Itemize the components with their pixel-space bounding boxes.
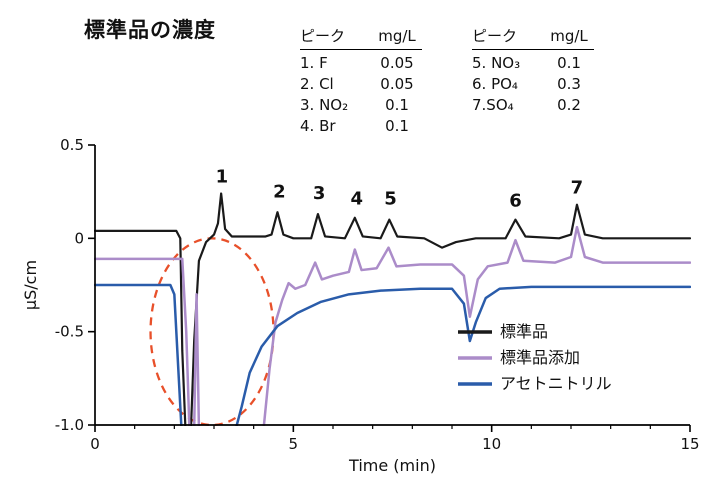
- table-row: 5. NO₃ 0.1: [472, 53, 594, 74]
- x-tick-label: 0: [90, 435, 100, 453]
- table-header-row: ピーク mg/L: [472, 26, 594, 50]
- peak-conc: 0.1: [385, 117, 409, 135]
- table-header-row: ピーク mg/L: [300, 26, 422, 50]
- table-header-mgl: mg/L: [378, 27, 416, 45]
- y-tick-label: 0.5: [60, 136, 84, 154]
- peak-name: 7.SO₄: [472, 96, 514, 114]
- y-tick-label: -0.5: [55, 323, 84, 341]
- legend-label-acetonitrile: アセトニトリル: [500, 374, 612, 393]
- x-tick-label: 5: [289, 435, 299, 453]
- peak-conc: 0.05: [380, 75, 414, 93]
- peak-label-5: 5: [384, 189, 397, 210]
- peak-label-7: 7: [571, 178, 584, 199]
- injection-dip-annotation-ellipse: [149, 237, 275, 427]
- y-axis-label: µS/cm: [21, 260, 40, 310]
- peak-conc: 0.1: [557, 54, 581, 72]
- peak-label-3: 3: [313, 183, 326, 204]
- peak-conc: 0.05: [380, 54, 414, 72]
- x-axis-label: Time (min): [348, 456, 436, 475]
- peak-name: 4. Br: [300, 117, 336, 135]
- table-header-peak: ピーク: [300, 27, 346, 45]
- peak-label-4: 4: [351, 189, 364, 210]
- peak-name: 3. NO₂: [300, 96, 349, 114]
- table-header-mgl: mg/L: [550, 27, 588, 45]
- table-row: 7.SO₄ 0.2: [472, 95, 594, 116]
- peak-label-2: 2: [273, 181, 286, 202]
- peak-conc: 0.1: [385, 96, 409, 114]
- peak-name: 5. NO₃: [472, 54, 521, 72]
- trace-acetonitrile: [94, 283, 691, 426]
- table-row: 1. F 0.05: [300, 53, 422, 74]
- table-row: 6. PO₄ 0.3: [472, 74, 594, 95]
- legend-label-standard: 標準品: [500, 322, 548, 341]
- trace-standard: [94, 192, 691, 426]
- table-row: 4. Br 0.1: [300, 116, 422, 137]
- concentration-table-2: ピーク mg/L 5. NO₃ 0.1 6. PO₄ 0.3 7.SO₄ 0.2: [472, 26, 594, 116]
- x-tick-label: 15: [680, 435, 699, 453]
- trace-standard-addition: [94, 225, 691, 426]
- peak-name: 2. Cl: [300, 75, 334, 93]
- peak-conc: 0.3: [557, 75, 581, 93]
- peak-label-1: 1: [216, 166, 229, 187]
- y-tick-label: -1.0: [55, 416, 84, 434]
- x-tick-label: 10: [482, 435, 501, 453]
- table-header-peak: ピーク: [472, 27, 518, 45]
- page-title: 標準品の濃度: [84, 18, 216, 42]
- table-row: 3. NO₂ 0.1: [300, 95, 422, 116]
- peak-name: 6. PO₄: [472, 75, 518, 93]
- y-tick-label: 0: [74, 229, 84, 247]
- peak-name: 1. F: [300, 54, 328, 72]
- table-row: 2. Cl 0.05: [300, 74, 422, 95]
- peak-label-6: 6: [509, 191, 522, 212]
- legend-label-standard-addition: 標準品添加: [500, 348, 580, 367]
- peak-conc: 0.2: [557, 96, 581, 114]
- concentration-table-1: ピーク mg/L 1. F 0.05 2. Cl 0.05 3. NO₂ 0.1…: [300, 26, 422, 137]
